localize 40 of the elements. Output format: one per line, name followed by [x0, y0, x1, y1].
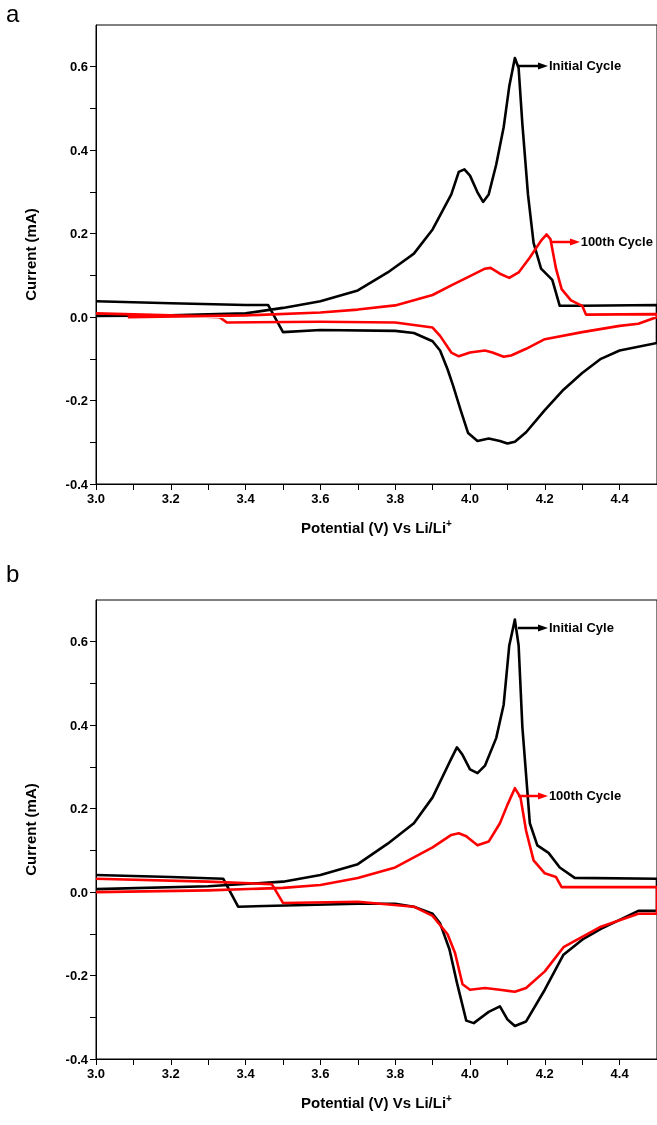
- x-tick-label: 3.4: [236, 1066, 256, 1081]
- y-tick-label: 0.2: [69, 226, 88, 242]
- chart-title: a: [6, 0, 20, 28]
- x-tick-label: 3.8: [386, 491, 405, 506]
- y-tick-label: 0.6: [69, 59, 88, 75]
- x-tick-label: 3.6: [311, 491, 330, 506]
- y-tick-label: -0.2: [65, 393, 88, 409]
- x-axis-title: Potential (V) Vs Li/Li+: [301, 517, 453, 536]
- y-tick-label: 0.0: [69, 309, 88, 325]
- legend-label: 100th Cycle: [548, 788, 622, 804]
- x-tick-label: 3.4: [236, 491, 256, 506]
- x-tick-label: 4.4: [610, 1066, 630, 1081]
- y-tick-label: 0.4: [69, 717, 89, 733]
- line-series: [94, 786, 657, 994]
- y-tick-label: -0.4: [65, 1051, 89, 1067]
- x-tick-label: 3.0: [86, 1066, 106, 1081]
- legend-label: Initial Cycle: [548, 57, 622, 73]
- y-tick-label: -0.4: [65, 476, 89, 492]
- x-tick-label: 4.2: [535, 491, 554, 506]
- x-tick-label: 4.4: [610, 491, 630, 506]
- line-series: [94, 233, 657, 359]
- y-axis-title: Current (mA): [22, 783, 39, 876]
- x-tick-label: 4.2: [535, 1066, 554, 1081]
- legend-label: 100th Cycle: [580, 234, 653, 250]
- x-tick-label: 3.0: [86, 491, 106, 506]
- legend-label: Initial Cyle: [548, 619, 614, 635]
- chart-title: b: [6, 560, 20, 588]
- x-tick-label: 4.0: [460, 491, 480, 506]
- x-tick-label: 3.6: [311, 1066, 330, 1081]
- x-tick-label: 3.2: [161, 491, 180, 506]
- y-tick-label: 0.4: [69, 142, 89, 158]
- y-axis-title: Current (mA): [22, 208, 39, 301]
- y-tick-label: 0.6: [69, 634, 88, 650]
- x-tick-label: 3.8: [386, 1066, 405, 1081]
- y-tick-label: 0.2: [69, 801, 88, 817]
- y-tick-label: 0.0: [69, 884, 88, 900]
- y-tick-label: -0.2: [65, 968, 88, 984]
- x-tick-label: 4.0: [460, 1066, 480, 1081]
- x-axis-title: Potential (V) Vs Li/Li+: [301, 1092, 453, 1111]
- x-tick-label: 3.2: [161, 1066, 180, 1081]
